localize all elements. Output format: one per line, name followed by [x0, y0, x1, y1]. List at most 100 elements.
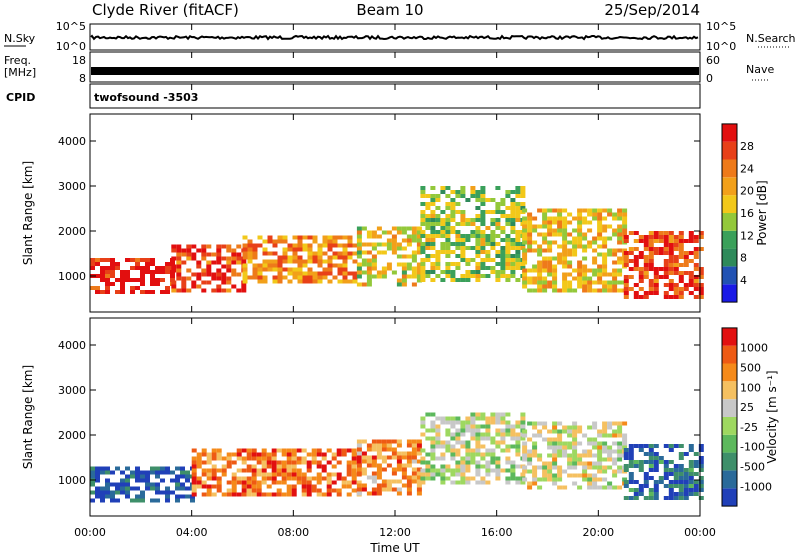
- velocity-echo-cell: [201, 452, 207, 457]
- velocity-echo-cell: [406, 479, 412, 484]
- power-echo-cell: [292, 259, 298, 264]
- power-echo-cell: [425, 246, 431, 250]
- velocity-echo-cell: [628, 488, 634, 492]
- velocity-echo-cell: [206, 488, 212, 493]
- velocity-echo-cell: [331, 480, 337, 485]
- power-echo-cell: [562, 228, 568, 233]
- velocity-echo-cell: [306, 488, 312, 493]
- power-echo-cell: [522, 232, 528, 237]
- velocity-echo-cell: [455, 452, 461, 457]
- velocity-echo-cell: [475, 480, 481, 485]
- power-echo-cell: [500, 274, 506, 278]
- velocity-echo-cell: [376, 439, 382, 444]
- velocity-echo-cell: [430, 420, 436, 425]
- power-echo-cell: [562, 216, 568, 221]
- power-echo-cell: [475, 194, 481, 198]
- power-echo-cell: [552, 264, 558, 269]
- power-echo-cell: [430, 242, 436, 246]
- power-colorbar-frame: [721, 123, 738, 303]
- velocity-echo-cell: [435, 472, 441, 477]
- power-echo-cell: [547, 216, 553, 221]
- velocity-echo-cell: [607, 425, 613, 430]
- power-echo-cell: [628, 267, 634, 271]
- velocity-echo-cell: [425, 452, 431, 457]
- velocity-echo-cell: [440, 476, 446, 481]
- velocity-echo-cell: [95, 490, 100, 495]
- velocity-echo-cell: [623, 468, 629, 472]
- velocity-colorbar-swatch: [722, 327, 737, 346]
- power-echo-cell: [110, 266, 115, 270]
- power-echo-cell: [420, 250, 426, 254]
- power-echo-cell: [356, 238, 362, 243]
- power-echo-cell: [420, 262, 426, 266]
- velocity-echo-cell: [381, 455, 387, 460]
- velocity-echo-cell: [455, 472, 461, 477]
- velocity-echo-cell: [592, 445, 598, 450]
- power-echo-cell: [327, 239, 333, 244]
- power-echo-cell: [337, 243, 343, 248]
- velocity-echo-cell: [693, 488, 699, 492]
- velocity-echo-cell: [346, 484, 352, 489]
- power-echo-cell: [322, 267, 328, 272]
- velocity-echo-cell: [572, 441, 578, 446]
- power-echo-cell: [475, 234, 481, 238]
- power-echo-cell: [587, 244, 593, 249]
- power-echo-cell: [643, 263, 649, 267]
- power-echo-cell: [557, 252, 563, 257]
- power-echo-cell: [505, 278, 511, 282]
- power-echo-cell: [500, 238, 506, 242]
- velocity-echo-cell: [450, 444, 456, 449]
- velocity-echo-cell: [201, 472, 207, 477]
- velocity-echo-cell: [688, 460, 694, 464]
- power-echo-cell: [505, 254, 511, 258]
- power-echo-cell: [510, 206, 516, 210]
- power-echo-cell: [577, 232, 583, 237]
- power-echo-cell: [693, 251, 699, 255]
- power-echo-cell: [435, 198, 441, 202]
- power-echo-cell: [698, 275, 704, 279]
- power-echo-cell: [622, 232, 628, 237]
- power-echo-cell: [445, 262, 451, 266]
- power-echo-cell: [391, 246, 397, 251]
- velocity-echo-cell: [495, 444, 501, 449]
- velocity-echo-cell: [286, 452, 292, 457]
- power-echo-cell: [170, 278, 175, 282]
- velocity-echo-cell: [286, 488, 292, 493]
- power-echo-cell: [231, 268, 237, 273]
- velocity-echo-cell: [562, 425, 568, 430]
- velocity-echo-cell: [435, 424, 441, 429]
- power-ytick-label: 2000: [58, 225, 86, 238]
- power-echo-cell: [633, 263, 639, 267]
- power-echo-cell: [95, 274, 100, 278]
- power-echo-cell: [366, 278, 372, 283]
- power-echo-cell: [366, 230, 372, 235]
- power-echo-cell: [643, 255, 649, 259]
- velocity-echo-cell: [416, 479, 422, 484]
- velocity-echo-cell: [622, 445, 628, 450]
- power-echo-cell: [282, 251, 288, 256]
- power-echo-cell: [532, 240, 538, 245]
- velocity-echo-cell: [490, 412, 496, 417]
- power-echo-cell: [115, 278, 120, 282]
- nsky-label: N.Sky: [4, 32, 36, 45]
- power-echo-cell: [490, 234, 496, 238]
- velocity-echo-cell: [351, 456, 357, 461]
- power-echo-cell: [572, 236, 578, 241]
- power-echo-cell: [366, 250, 372, 255]
- power-echo-cell: [130, 290, 135, 294]
- velocity-echo-cell: [376, 487, 382, 492]
- power-echo-cell: [628, 259, 634, 263]
- power-echo-cell: [401, 238, 407, 243]
- power-colorbar-tick: 24: [740, 163, 754, 176]
- velocity-echo-cell: [135, 478, 140, 483]
- velocity-echo-cell: [145, 482, 150, 487]
- velocity-echo-cell: [435, 444, 441, 449]
- power-echo-cell: [527, 276, 533, 281]
- power-echo-cell: [465, 222, 471, 226]
- power-echo-cell: [287, 259, 293, 264]
- power-echo-cell: [262, 275, 268, 280]
- velocity-echo-cell: [440, 416, 446, 421]
- velocity-echo-cell: [663, 460, 669, 464]
- velocity-echo-cell: [592, 461, 598, 466]
- velocity-echo-cell: [425, 460, 431, 465]
